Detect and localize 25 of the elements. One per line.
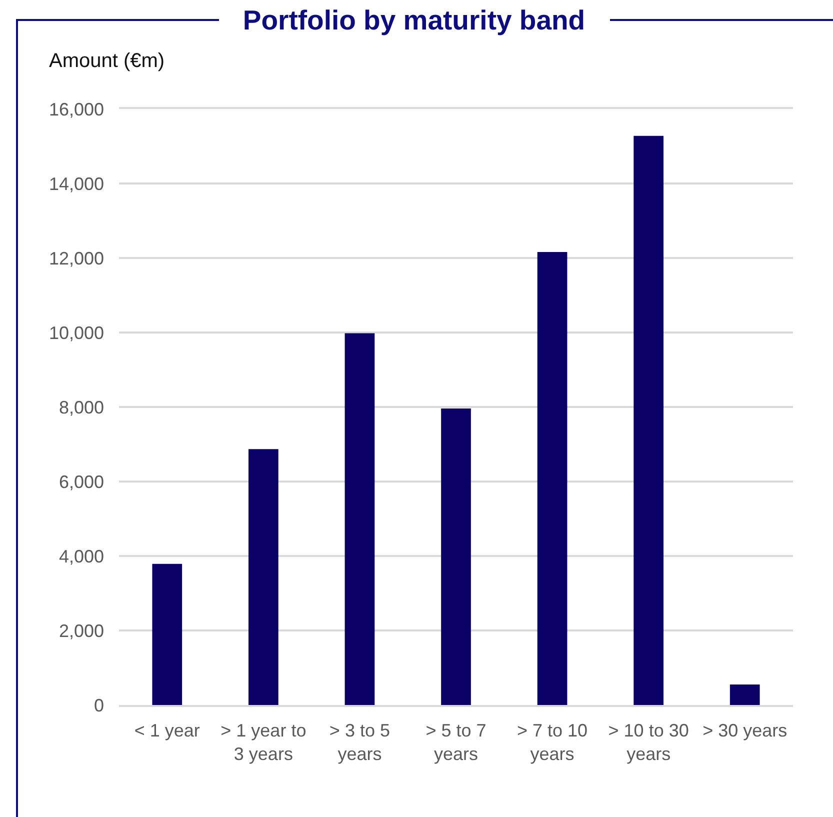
chart-title: Portfolio by maturity band — [242, 4, 586, 36]
bar — [441, 408, 471, 705]
x-tick-label: > 30 years — [702, 720, 788, 740]
y-tick-label: 12,000 — [48, 248, 104, 268]
y-axis-title: Amount (€m) — [49, 50, 165, 72]
x-tick-label: > 1 year to 3 years — [220, 720, 306, 764]
y-tick-label: 8,000 — [58, 397, 104, 418]
bar — [634, 136, 664, 705]
bar — [730, 684, 760, 705]
bar — [537, 252, 568, 705]
bar — [344, 333, 375, 705]
y-tick-label: 4,000 — [58, 546, 104, 566]
y-tick-label: 10,000 — [48, 322, 104, 343]
y-tick-label: 6,000 — [58, 472, 104, 492]
bar — [152, 564, 182, 705]
x-tick-label: < 1 year — [134, 720, 200, 740]
x-tick-label: > 5 to 7 years — [426, 720, 486, 764]
y-tick-label: 14,000 — [48, 174, 104, 194]
y-tick-label: 0 — [94, 695, 104, 716]
y-tick-label: 2,000 — [58, 620, 104, 641]
bar — [248, 449, 278, 705]
x-tick-label: > 10 to 30 years — [608, 720, 689, 764]
x-tick-label: > 7 to 10 years — [517, 720, 588, 764]
x-tick-label: > 3 to 5 years — [329, 720, 390, 764]
y-tick-label: 16,000 — [48, 99, 104, 120]
